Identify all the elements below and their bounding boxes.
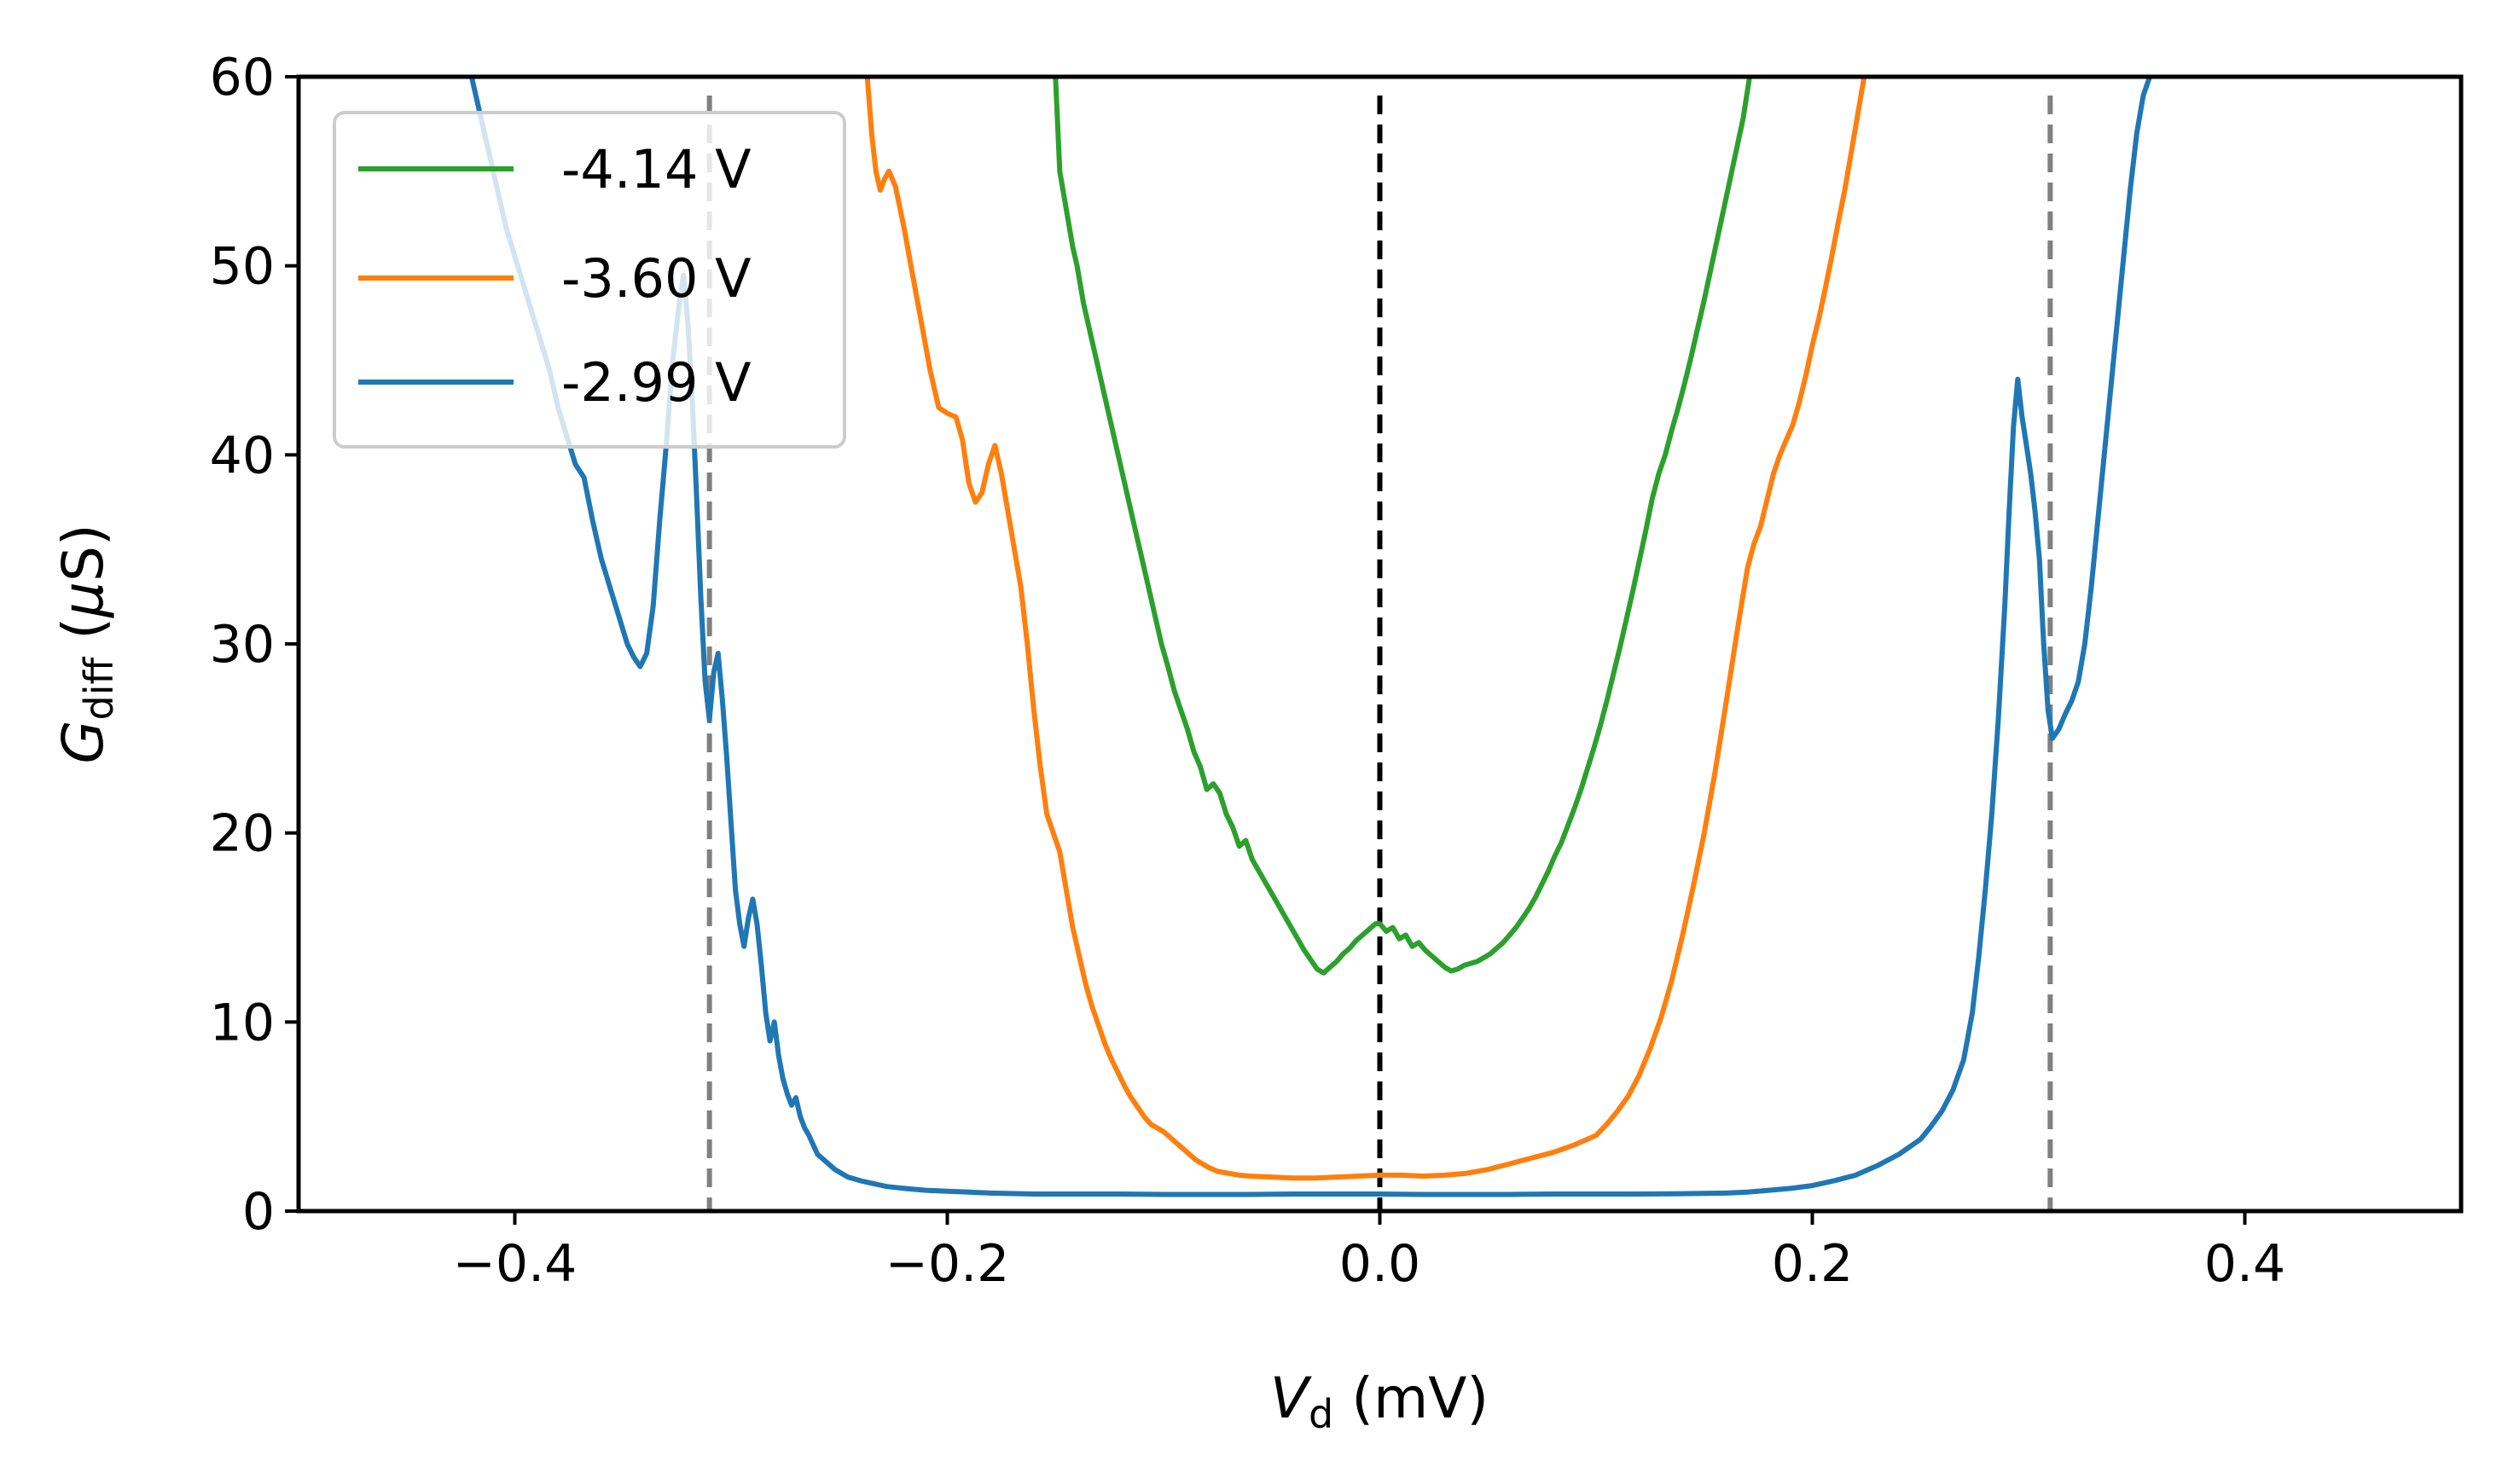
x-tick-label: −0.4 — [453, 1234, 578, 1294]
series-line-1 — [864, 77, 1867, 1181]
x-tick-label: 0.4 — [2204, 1234, 2285, 1294]
y-tick-label: 30 — [210, 615, 275, 675]
series-line-0 — [1053, 77, 1752, 976]
x-tick-label: 0.2 — [1772, 1234, 1853, 1294]
x-axis-label-sub: d — [1309, 1391, 1333, 1437]
y-axis-ticks: 0 10 20 30 40 50 60 — [210, 48, 299, 1242]
x-tick-label: 0.0 — [1339, 1234, 1420, 1294]
x-tick-label: −0.2 — [885, 1234, 1010, 1294]
y-axis-label: Gdiff (μS) — [50, 524, 122, 763]
x-axis-label-main: V — [1270, 1365, 1312, 1431]
y-axis-label-unit-close: S) — [50, 524, 116, 582]
legend-label-1: -3.60 V — [561, 247, 752, 310]
y-tick-label: 60 — [210, 48, 275, 107]
y-tick-label: 40 — [210, 426, 275, 485]
y-tick-label: 20 — [210, 804, 275, 864]
data-series — [468, 77, 2152, 1197]
legend-box — [333, 111, 846, 449]
x-axis-label-unit: (mV) — [1333, 1365, 1489, 1431]
y-tick-label: 10 — [210, 993, 275, 1052]
legend-label-2: -2.99 V — [561, 351, 752, 414]
y-axis-label-main: G — [50, 720, 116, 763]
y-axis-label-unit-mu: μ — [50, 582, 116, 618]
y-axis-label-sub: diff — [76, 656, 122, 720]
y-tick-label: 50 — [210, 237, 275, 297]
y-tick-label: 0 — [242, 1182, 275, 1242]
legend: -4.14 V -3.60 V -2.99 V — [333, 111, 846, 449]
x-axis-label: Vd (mV) — [1270, 1365, 1489, 1437]
y-axis-label-unit-open: ( — [50, 617, 116, 658]
series-line-2 — [468, 77, 2152, 1197]
x-axis-ticks: −0.4 −0.2 0.0 0.2 0.4 — [453, 1211, 2285, 1294]
legend-label-0: -4.14 V — [561, 138, 752, 200]
